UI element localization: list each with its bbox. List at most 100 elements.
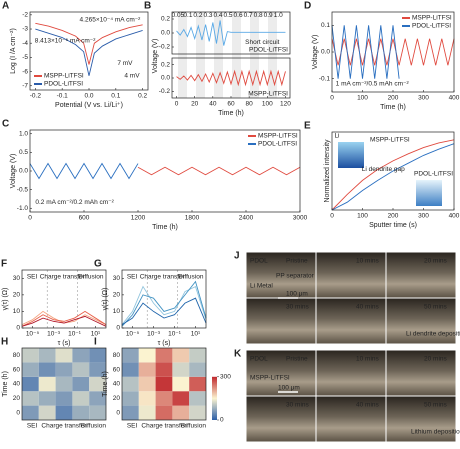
y-tick-label: 0 [116,325,120,332]
y-tick-label: -5 [22,54,28,61]
annotation: SEI [27,274,38,281]
y-tick-label: 10 [113,308,121,315]
y-tick-label: 80 [113,352,121,359]
x-tick-label: 400 [449,95,460,102]
y-tick-label: 0.0 [19,168,28,175]
legend-label: PDOL-LiTFSI [258,141,297,148]
annotation: 0.05 [172,12,185,19]
data-line [121,297,207,326]
data-line [21,315,107,327]
y-tick-label: -7 [22,82,28,89]
y-tick-label: 0 [16,410,20,417]
y-axis-label: Normalized intensity [324,139,331,203]
annotation: 0.6 [234,12,243,19]
x-tick-label: 100 [357,95,368,102]
x-tick-label: 2400 [239,215,254,222]
heat-cell [189,376,206,392]
y-tick-label: 40 [113,381,121,388]
x-tick-label: 3000 [293,215,308,222]
heat-cell [122,362,139,377]
x-tick-label: 0.2 [138,93,147,100]
x-tick-label: 60 [227,101,235,108]
heat-cell [122,405,139,420]
heat-cell [22,362,39,377]
heat-cell [72,362,90,377]
annotation: Charge transfer [40,274,86,281]
x-category-label: Diffusion [81,423,107,430]
panel-label: G [94,259,102,270]
heat-cell [22,348,39,363]
heat-cell [138,362,156,377]
heat-cell [138,405,156,420]
heat-cell [89,391,106,406]
y-tick-label: -3 [22,26,28,33]
x-axis-label: τ (s) [58,340,71,347]
x-category-label: Charge transfer [41,423,87,430]
micrograph-tile [246,298,316,344]
y-tick-label: 20 [13,292,21,299]
x-tick-label: 10⁻¹ [168,331,182,338]
x-tick-label: 0.1 [111,93,120,100]
heat-cell [38,362,56,377]
panel-label: K [234,349,242,360]
image-label: MSPP-LiTFSI [250,375,290,382]
heat-cell [38,348,56,363]
shade-band [214,12,223,98]
y-tick-label: -0.2 [159,44,171,51]
heat-cell [55,405,73,420]
annotation: 0.2 [193,12,202,19]
y-tick-label: 1.0 [19,130,28,137]
y-tick-label: -4 [22,40,28,47]
annotation: 4.265×10⁻⁴ mA cm⁻² [80,17,142,24]
heat-cell [138,391,156,406]
annotation: 0.8 [254,12,263,19]
image-label: PDOL-LiTFSI [414,171,453,178]
heat-cell [38,405,56,420]
image-label: 50 mins [424,402,448,409]
panel-label: A [2,1,9,12]
x-tick-label: 0 [330,95,334,102]
plot-frame [171,11,291,55]
legend-label: PDOL-LiTFSI [44,81,83,88]
y-tick-label: -0.2 [159,88,171,95]
x-category-label: Diffusion [181,423,207,430]
heat-cell [172,376,190,392]
y-tick-label: 60 [113,366,121,373]
plot-frame [29,11,149,91]
shade-band [232,12,241,98]
micrograph-tile [246,252,316,298]
heat-cell [22,376,39,392]
plot-frame [331,131,455,211]
heat-cell [189,391,206,406]
x-axis-label: Time (h) [218,110,244,117]
y-tick-label: 0 [116,410,120,417]
x-tick-label: 1800 [185,215,200,222]
heat-cell [122,348,139,363]
y-axis-label: Log (I /A cm⁻²) [10,28,17,74]
heat-cell [72,376,90,392]
heat-cell [38,391,56,406]
micrograph-tile [386,252,456,298]
micrograph-tile [316,298,386,344]
annotation: 0.7 [244,12,253,19]
x-tick-label: 40 [209,101,217,108]
y-tick-label: -1.0 [17,205,29,212]
heat-cell [138,348,156,363]
x-tick-label: 600 [79,215,90,222]
x-axis-label: τ (s) [158,340,171,347]
micrograph-tile [246,396,316,442]
x-tick-label: 1200 [131,215,146,222]
data-line [137,166,301,176]
heat-cell [55,376,73,392]
y-tick-label: 80 [13,352,21,359]
heat-cell [55,362,73,377]
image-label: Pristine [286,356,308,363]
heat-cell [155,348,173,363]
x-axis-label: Time (h) [380,104,406,111]
shade-band [250,12,259,98]
y-tick-label: 0.5 [19,149,28,156]
y-tick-label: -6 [22,68,28,75]
y-tick-label: 0 [16,325,20,332]
image-label: PP separator [276,273,315,280]
